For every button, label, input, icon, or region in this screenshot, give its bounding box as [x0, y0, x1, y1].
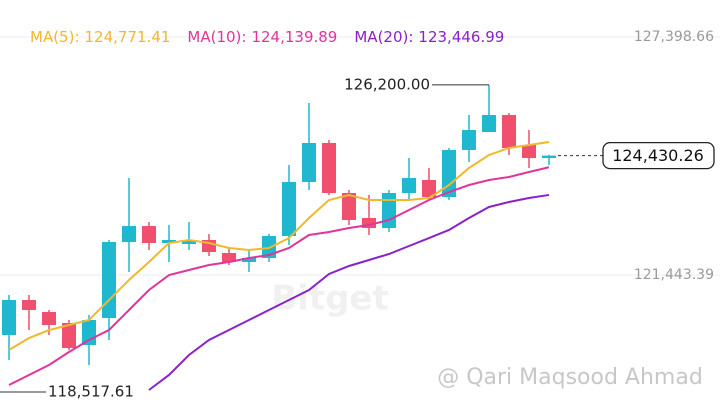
legend-entry: MA(5): 124,771.41: [30, 28, 170, 46]
watermark: @ Qari Maqsood Ahmad: [437, 365, 703, 390]
candle-body: [122, 226, 136, 243]
candle-body: [362, 217, 376, 229]
high-label: 126,200.00: [344, 75, 430, 93]
candle-body: [302, 143, 316, 183]
candle-body: [522, 145, 536, 158]
ma-line: [8, 141, 550, 351]
legend-entry: MA(10): 124,139.89: [187, 28, 337, 46]
current-price-label: 124,430.26: [612, 146, 704, 165]
candle-body: [342, 193, 356, 220]
candle-body: [42, 311, 56, 325]
low-label: 118,517.61: [48, 382, 134, 400]
candle-body: [142, 226, 156, 244]
y-tick-label: 121,443.39: [634, 267, 714, 283]
ma-line: [8, 166, 550, 386]
current-price-box: [602, 141, 715, 170]
legend-name: MA(5):: [30, 28, 80, 46]
legend-value: 124,139.89: [251, 28, 337, 46]
candle-body: [82, 319, 96, 346]
y-tick-label: 127,398.66: [634, 29, 714, 45]
candle-body: [462, 130, 476, 151]
candle-body: [502, 114, 516, 149]
legend-entry: MA(20): 123,446.99: [354, 28, 504, 46]
candle-body: [102, 242, 116, 318]
legend-name: MA(10):: [187, 28, 246, 46]
legend-name: MA(20):: [354, 28, 413, 46]
watermark: Bitget: [271, 279, 388, 319]
candle-body: [162, 240, 176, 244]
candle-body: [202, 240, 216, 253]
candle-body: [382, 193, 396, 229]
ma-line: [148, 193, 550, 391]
legend-value: 123,446.99: [418, 28, 504, 46]
candle-body: [282, 182, 296, 237]
candle-body: [182, 240, 196, 245]
candle-body: [2, 300, 16, 336]
candle-body: [322, 143, 336, 194]
candle-body: [542, 155, 556, 158]
candle-body: [402, 178, 416, 194]
candle-body: [442, 150, 456, 198]
candle-body: [22, 300, 36, 310]
legend-value: 124,771.41: [85, 28, 171, 46]
candle-body: [242, 257, 256, 262]
candle-body: [222, 252, 236, 262]
candle-body: [482, 114, 496, 133]
candle-body: [422, 180, 436, 198]
candle-body: [62, 322, 76, 349]
